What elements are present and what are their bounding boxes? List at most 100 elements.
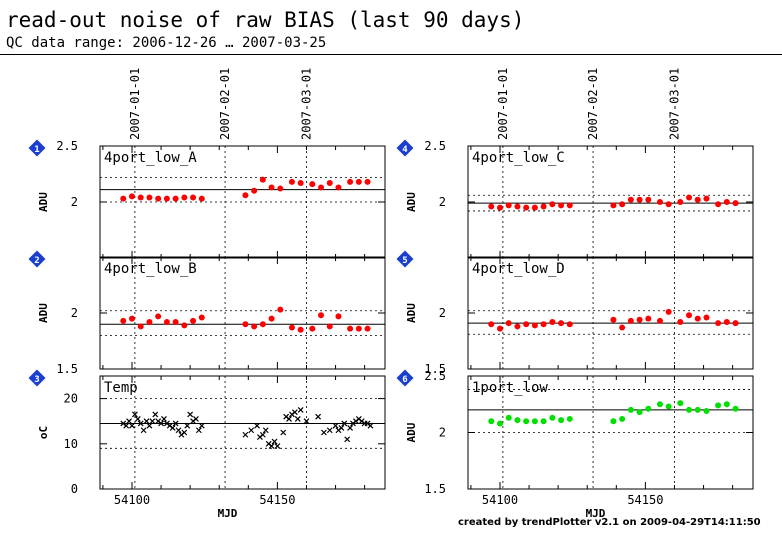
data-point — [619, 324, 626, 331]
data-point — [364, 325, 371, 332]
data-point — [309, 181, 316, 188]
data-point — [198, 314, 205, 321]
data-point — [277, 185, 284, 192]
data-point — [523, 321, 530, 328]
data-point — [288, 178, 295, 185]
data-point — [645, 315, 652, 322]
data-point — [558, 320, 565, 327]
data-point — [120, 317, 127, 324]
data-point — [627, 196, 634, 203]
data-point — [123, 422, 130, 429]
data-point — [169, 425, 176, 431]
y-tick-label: 1.5 — [424, 362, 446, 376]
badge-number: 4 — [402, 145, 408, 155]
data-point — [723, 401, 730, 408]
data-point — [315, 413, 322, 420]
panel-4: 2 2.5 ADU 4 4port_low_C — [396, 139, 754, 259]
date-marker-label: 2007-03-01 — [299, 68, 313, 140]
page-title: read-out noise of raw BIAS (last 90 days… — [6, 8, 525, 32]
data-point — [146, 194, 153, 201]
data-point — [181, 429, 188, 436]
y-tick-label: 2 — [439, 426, 446, 440]
data-point — [248, 427, 255, 434]
data-point — [636, 316, 643, 323]
data-point — [549, 414, 556, 421]
data-point — [190, 194, 197, 201]
y-tick-label: 10 — [64, 437, 78, 451]
data-point — [531, 322, 538, 329]
data-point — [367, 422, 374, 429]
data-point — [254, 422, 260, 429]
data-point — [326, 179, 333, 186]
data-point — [677, 318, 684, 325]
data-point — [558, 417, 565, 424]
data-point — [488, 203, 495, 210]
data-point — [496, 204, 503, 211]
data-point — [488, 418, 495, 425]
data-point — [129, 422, 135, 429]
data-point — [732, 200, 739, 207]
data-point — [332, 422, 339, 429]
data-point — [344, 436, 351, 443]
data-point — [163, 318, 170, 325]
data-point — [137, 420, 144, 427]
y-tick-label: 2 — [439, 306, 446, 320]
data-point — [155, 195, 162, 202]
data-point — [523, 418, 530, 425]
badge-diamond — [396, 139, 414, 157]
panel-label: 1port_low — [472, 380, 548, 396]
y-tick-label: 1.5 — [56, 362, 78, 376]
data-point — [566, 202, 573, 209]
panel-2: 1.5 2 ADU 2 4port_low_B — [28, 250, 386, 376]
data-point — [242, 321, 249, 328]
panel-6: 1.5 2 2.5 ADU 6 1port_low 54100 54150 MJD — [396, 369, 754, 520]
data-point — [488, 321, 495, 328]
data-point — [120, 195, 127, 202]
data-point — [268, 443, 275, 449]
data-point — [715, 402, 722, 409]
data-point — [195, 427, 202, 434]
y-tick-label: 2 — [439, 195, 446, 209]
data-point — [514, 417, 521, 424]
data-point — [297, 406, 304, 413]
data-point — [318, 184, 325, 191]
data-point — [190, 317, 197, 324]
data-point — [347, 425, 354, 431]
x-tick-label: 54150 — [259, 493, 295, 507]
data-point — [677, 400, 684, 407]
data-point — [128, 193, 135, 200]
header-divider — [0, 54, 782, 55]
data-point — [172, 420, 179, 427]
date-marker-label: 2007-02-01 — [586, 68, 600, 140]
data-point — [198, 422, 205, 429]
data-point — [140, 427, 147, 434]
data-point — [732, 320, 739, 327]
data-point — [126, 418, 133, 425]
data-point — [172, 318, 179, 325]
y-tick-label: 20 — [64, 392, 78, 406]
data-point — [636, 196, 643, 203]
panel-label: 4port_low_D — [472, 261, 565, 277]
badge-diamond — [396, 250, 414, 268]
data-point — [291, 409, 298, 416]
data-point — [694, 315, 701, 322]
data-point — [137, 194, 144, 201]
x-axis-label: MJD — [586, 507, 606, 520]
data-point — [268, 184, 275, 191]
date-marker-label: 2007-01-01 — [496, 68, 510, 140]
data-point — [146, 318, 153, 325]
data-point — [251, 323, 258, 330]
data-point — [280, 429, 287, 436]
page-subtitle: QC data range: 2006-12-26 … 2007-03-25 — [6, 35, 327, 51]
data-point — [715, 320, 722, 327]
data-point — [523, 204, 530, 211]
data-point — [514, 323, 521, 330]
badge-number: 2 — [34, 256, 39, 266]
data-point — [137, 323, 144, 330]
panel-label: 4port_low_B — [104, 261, 197, 277]
panel-label: 4port_low_C — [472, 150, 565, 166]
data-point — [627, 406, 634, 413]
data-point — [665, 308, 672, 315]
x-tick-label: 54100 — [114, 493, 150, 507]
data-point — [128, 315, 135, 322]
